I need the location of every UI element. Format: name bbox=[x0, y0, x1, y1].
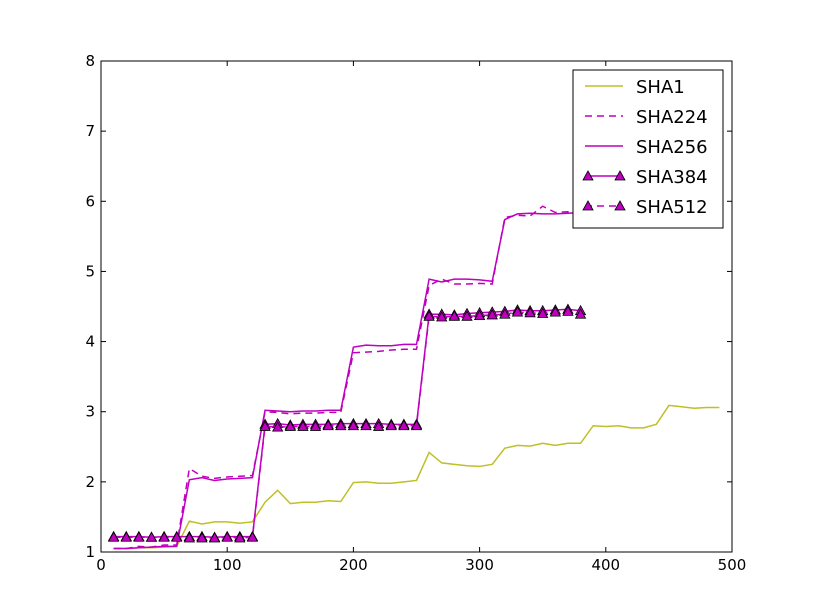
series-sha256 bbox=[113, 197, 594, 550]
data-point bbox=[385, 419, 397, 431]
series-sha512 bbox=[107, 305, 587, 543]
y-tick-label: 3 bbox=[85, 403, 95, 421]
series-layer bbox=[107, 197, 720, 550]
y-tick-label: 7 bbox=[85, 122, 95, 140]
legend-marker bbox=[614, 200, 626, 211]
data-point bbox=[272, 421, 284, 432]
data-point bbox=[423, 310, 435, 321]
data-point bbox=[297, 420, 309, 431]
data-point bbox=[234, 532, 246, 543]
data-point bbox=[107, 531, 120, 542]
data-point bbox=[410, 419, 423, 431]
data-point bbox=[486, 309, 498, 320]
data-point bbox=[562, 305, 574, 316]
data-point bbox=[448, 310, 461, 321]
legend-label-sha384: SHA384 bbox=[636, 167, 708, 188]
x-tick-label: 100 bbox=[213, 556, 242, 574]
data-point bbox=[309, 420, 322, 431]
data-point bbox=[284, 420, 296, 431]
data-point bbox=[171, 531, 183, 542]
x-tick-label: 0 bbox=[96, 556, 106, 574]
data-point bbox=[246, 531, 259, 542]
legend-label-sha1: SHA1 bbox=[636, 77, 685, 98]
y-tick-label: 4 bbox=[85, 333, 95, 351]
y-tick-label: 6 bbox=[85, 192, 95, 210]
data-point bbox=[335, 419, 347, 431]
data-point bbox=[145, 531, 158, 542]
data-point bbox=[436, 311, 448, 322]
data-point bbox=[372, 420, 385, 431]
legend-marker bbox=[614, 170, 626, 181]
legend: SHA1 SHA224 SHA256 SHA384 SHA512 bbox=[572, 69, 724, 229]
data-point bbox=[196, 532, 208, 543]
x-tick-label: 500 bbox=[718, 556, 747, 574]
y-tick-label: 5 bbox=[85, 262, 95, 280]
data-point bbox=[360, 419, 372, 431]
series-sha1 bbox=[113, 404, 720, 550]
series-line-sha1 bbox=[113, 404, 720, 550]
legend-marker bbox=[582, 170, 594, 181]
data-point bbox=[511, 306, 524, 317]
data-point bbox=[183, 532, 196, 543]
plot-frame bbox=[100, 60, 733, 553]
axis-layer: 0 100 200 300 400 500 1 2 3 4 5 6 7 8 bbox=[85, 52, 746, 574]
y-tick-label: 2 bbox=[85, 473, 95, 491]
y-tick-label: 8 bbox=[85, 52, 95, 70]
legend-label-sha256: SHA256 bbox=[636, 137, 708, 158]
legend-marker bbox=[582, 200, 594, 211]
y-tick-label: 1 bbox=[85, 543, 95, 561]
x-tick-label: 200 bbox=[339, 556, 368, 574]
data-point bbox=[398, 419, 410, 431]
data-point bbox=[120, 531, 132, 542]
data-point bbox=[347, 419, 360, 431]
legend-label-sha224: SHA224 bbox=[636, 107, 708, 128]
data-point bbox=[574, 308, 587, 319]
data-point bbox=[322, 419, 334, 431]
data-point bbox=[461, 310, 473, 321]
legend-box bbox=[572, 69, 724, 229]
legend-label-sha512: SHA512 bbox=[636, 197, 708, 218]
data-point bbox=[158, 531, 170, 542]
data-point bbox=[221, 531, 233, 542]
data-point bbox=[549, 306, 561, 317]
x-tick-label: 400 bbox=[591, 556, 620, 574]
data-point bbox=[524, 306, 536, 318]
data-point bbox=[208, 532, 221, 543]
series-line-sha256 bbox=[113, 197, 594, 550]
data-point bbox=[537, 307, 549, 318]
x-tick-label: 300 bbox=[465, 556, 494, 574]
data-point bbox=[473, 309, 486, 321]
data-point bbox=[499, 308, 511, 319]
data-point bbox=[133, 531, 145, 542]
data-point bbox=[259, 420, 271, 431]
